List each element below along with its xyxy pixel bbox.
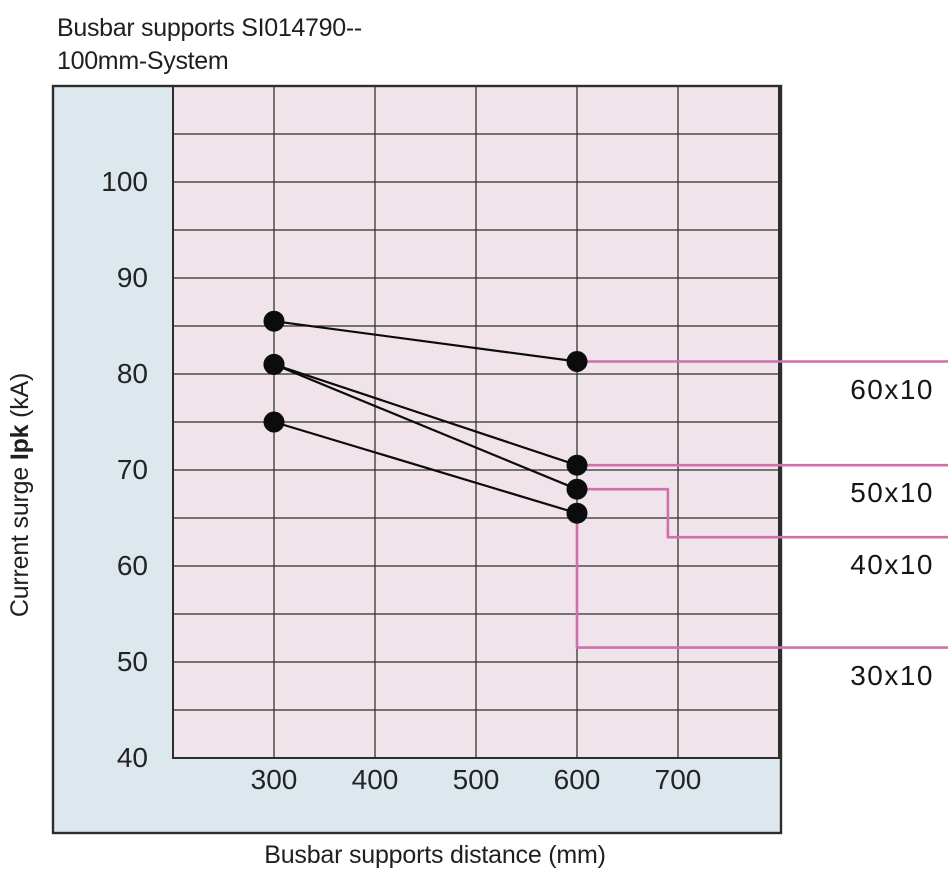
series-label-50x10: 50x10	[850, 477, 934, 509]
y-tick-label: 60	[116, 550, 148, 581]
data-point-40x10	[566, 478, 588, 500]
x-tick-label: 600	[553, 764, 601, 795]
data-point-60x10	[566, 351, 588, 372]
chart-title-line2: 100mm-System	[57, 47, 229, 75]
y-tick-label: 100	[101, 166, 148, 197]
chart-title-line1: Busbar supports SI014790--	[57, 14, 362, 42]
series-line-50x10	[273, 363, 578, 467]
chart-title: Busbar supports SI014790-- 100mm-System	[57, 12, 362, 78]
series-label-60x10: 60x10	[850, 373, 934, 405]
y-tick-label: 50	[116, 646, 148, 677]
x-tick-label: 700	[654, 764, 702, 795]
y-axis-title-bold: Ipk	[6, 424, 34, 461]
callout-line-40x10	[577, 487, 948, 539]
x-tick-label: 400	[351, 764, 399, 795]
data-point-30x10	[566, 502, 588, 524]
data-point-30x10	[263, 411, 285, 433]
y-axis-title-prefix: Current surge	[6, 460, 34, 618]
plot-area-border	[172, 85, 780, 759]
series-label-40x10: 40x10	[850, 549, 934, 581]
y-tick-label: 40	[116, 742, 148, 773]
callout-line-30x10	[575, 513, 948, 649]
y-axis-title-suffix: (kA)	[6, 372, 34, 425]
x-tick-label: 300	[250, 764, 298, 795]
series-line-60x10	[273, 320, 578, 363]
data-point-50x10	[566, 454, 588, 476]
y-tick-label: 90	[116, 262, 148, 293]
series-line-40x10	[273, 363, 578, 491]
series-line-30x10	[273, 420, 578, 515]
x-axis-title: Busbar supports distance (mm)	[264, 841, 606, 869]
data-point-40x10	[263, 353, 285, 375]
data-point-60x10	[263, 310, 285, 332]
y-tick-label: 70	[116, 454, 148, 485]
y-axis-title: Current surge Ipk (kA)	[6, 373, 35, 617]
x-tick-label: 500	[452, 764, 500, 795]
series-label-30x10: 30x10	[850, 659, 934, 691]
y-tick-label: 80	[116, 358, 148, 389]
